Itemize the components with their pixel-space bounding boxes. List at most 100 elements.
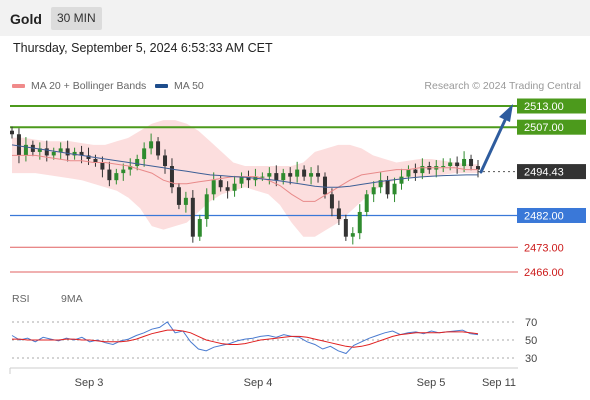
candle-body (281, 173, 286, 181)
candle-body (329, 194, 334, 209)
rsi-line (11, 321, 479, 355)
candle-body (316, 173, 321, 177)
candle-body (65, 148, 70, 156)
candle-body (385, 180, 390, 195)
candle-body (183, 197, 188, 205)
bollinger-swatch (12, 84, 25, 89)
candle-body (302, 169, 307, 177)
candle-body (37, 148, 42, 152)
candle-body (128, 166, 133, 170)
candle-body (399, 176, 404, 184)
candle-body (23, 144, 28, 156)
rsi-tick-label: 30 (525, 353, 537, 365)
candle-body (267, 173, 272, 177)
candle-body (239, 176, 244, 184)
candle-body (197, 219, 202, 237)
candle-body (288, 173, 293, 177)
candle-body (232, 183, 237, 191)
candle-body (169, 166, 174, 188)
candle-body (371, 187, 376, 195)
timeframe-badge[interactable]: 30 MIN (51, 7, 102, 30)
candle-body (322, 176, 327, 195)
candle-body (72, 151, 77, 156)
ma9-label: 9MA (61, 293, 83, 305)
price-level-tag (517, 119, 586, 135)
candle-body (406, 169, 411, 177)
candle-body (420, 166, 425, 174)
moving-averages (11, 144, 478, 202)
price-levels: 2513.00 2507.00 2494.43 2482.00 2473.00 2466.… (10, 98, 586, 279)
bollinger-band-fill (12, 120, 478, 237)
legend-9ma: 9MA (61, 293, 83, 305)
candle-body (350, 233, 355, 237)
price-level-label: 2482.00 (524, 210, 564, 222)
legend-rsi: RSI (12, 293, 30, 305)
header-bar: Gold 30 MIN (0, 0, 590, 36)
candle-body (295, 169, 300, 177)
x-axis: Sep 3 Sep 4 Sep 5 Sep 11 (75, 377, 516, 389)
credit-text: Research © 2024 Trading Central (424, 80, 581, 92)
instrument-title: Gold (10, 11, 42, 27)
legend-ma50: MA 50 (155, 80, 204, 92)
candle-body (462, 158, 467, 167)
ma50-line (11, 144, 478, 188)
rsi-ma-line (12, 329, 479, 348)
price-level-tag (517, 164, 586, 180)
candle-body (364, 194, 369, 212)
candle-body (204, 194, 209, 220)
candle-body (121, 169, 126, 174)
candle-body (93, 158, 98, 163)
candle-body (107, 169, 112, 181)
candle-body (476, 166, 480, 170)
ma50-label: MA 50 (174, 80, 204, 92)
ma20-line (12, 154, 478, 202)
rsi-tick-label: 50 (525, 335, 537, 347)
candle-body (16, 134, 21, 156)
candle-body (156, 141, 161, 156)
candle-body (142, 148, 147, 159)
x-tick-label: Sep 4 (244, 377, 273, 389)
candle-body (149, 141, 154, 149)
candle-body (336, 208, 341, 220)
rsi-label: RSI (12, 293, 30, 305)
price-level-label: 2513.00 (524, 101, 564, 113)
x-tick-label: Sep 5 (417, 377, 446, 389)
candle-body (86, 155, 91, 159)
candle-body (274, 173, 279, 181)
candle-body (218, 180, 223, 188)
timestamp: Thursday, September 5, 2024 6:53:33 AM C… (13, 41, 273, 55)
rsi-tick-label: 70 (525, 317, 537, 329)
candle-body (392, 183, 397, 195)
candle-body (225, 187, 230, 191)
candle-body (163, 155, 168, 167)
candle-body (357, 211, 362, 234)
candle-body (441, 166, 446, 168)
candle-body (190, 197, 195, 237)
rsi-panel: 70 50 30 (11, 317, 537, 365)
price-level-label: 2473.00 (524, 242, 564, 254)
bollinger-label: MA 20 + Bollinger Bands (31, 80, 147, 92)
candle-body (309, 173, 314, 177)
candle-body (260, 176, 265, 178)
legend-bollinger: MA 20 + Bollinger Bands (12, 80, 146, 92)
candle-body (51, 151, 56, 156)
x-tick-label: Sep 3 (75, 377, 104, 389)
candle-body (343, 219, 348, 237)
ma50-swatch (155, 84, 168, 89)
price-level-label: 2507.00 (524, 122, 564, 134)
price-level-tag (517, 207, 586, 223)
candle-body (413, 169, 418, 174)
price-level-tag (517, 98, 586, 114)
candle-body (455, 162, 460, 167)
projection-arrow (479, 104, 513, 174)
candle-body (135, 158, 140, 167)
price-level-label: 2494.43 (524, 167, 564, 179)
bollinger-band-area (12, 120, 478, 237)
candle-body (378, 180, 383, 188)
price-level-label: 2466.00 (524, 267, 564, 279)
candle-body (114, 173, 119, 181)
candle-body (44, 148, 49, 156)
candle-body (246, 176, 251, 181)
candle-body (469, 158, 474, 167)
